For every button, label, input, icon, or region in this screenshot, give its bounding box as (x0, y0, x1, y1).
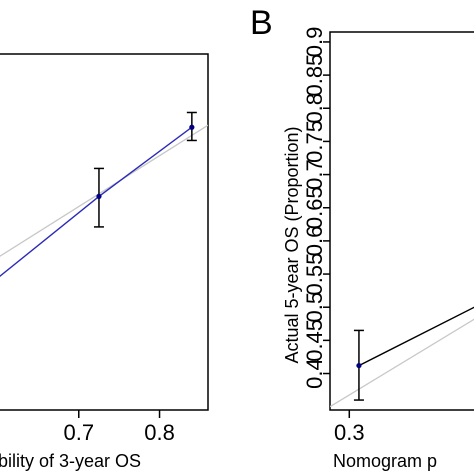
tick-layer-b: 0.30.0.40.450.50.550.60.650.70.750.80.85… (302, 27, 365, 445)
data-point-1 (353, 329, 364, 401)
calibration-line (358, 306, 474, 367)
data-point-1 (93, 167, 104, 228)
x-tick-label: 0.3 (334, 420, 365, 445)
mark-layer-a (0, 111, 208, 278)
y-tick-label: 0.75 (302, 120, 327, 163)
point-marker (189, 124, 195, 130)
y-tick-label: 0.45 (302, 319, 327, 362)
plot-frame-a (0, 53, 209, 411)
point-marker (356, 362, 362, 369)
y-tick-label: 0.5 (302, 292, 327, 323)
plot-frame-b (329, 31, 474, 411)
panel-b: B 0.30.0.40.450.50.550.60.650.70.750.80.… (250, 4, 474, 471)
tick-layer-a: 0.7 0.8 (63, 410, 175, 445)
y-tick-label: 0.9 (302, 27, 327, 58)
point-marker (96, 193, 102, 199)
y-tick-label: 0.85 (302, 54, 327, 97)
x-tick-label: 0.7 (63, 420, 94, 445)
y-tick-label: 0.55 (302, 253, 327, 296)
calibration-line (0, 126, 193, 278)
data-point-2 (186, 111, 197, 142)
y-tick-label: 0.7 (302, 159, 327, 190)
y-axis-label-b: Actual 5-year OS (Proportion) (282, 126, 302, 363)
plot-area-a (0, 111, 208, 278)
ideal-line (330, 318, 474, 408)
mark-layer-b (330, 306, 474, 408)
x-tick-label: 0.8 (144, 420, 175, 445)
y-tick-label: 0.8 (302, 93, 327, 124)
y-tick-label: 0.6 (302, 226, 327, 257)
panel-a: 0.7 0.8 bility of 3-year OS (0, 53, 209, 471)
y-tick-label: 0.65 (302, 186, 327, 229)
panel-label-b: B (250, 4, 273, 42)
y-tick-label: 0.4 (302, 358, 327, 389)
x-axis-label-a: bility of 3-year OS (0, 451, 141, 471)
plot-area-b (330, 306, 474, 408)
ideal-line (0, 124, 208, 257)
x-axis-label-b: Nomogram p (333, 451, 437, 471)
